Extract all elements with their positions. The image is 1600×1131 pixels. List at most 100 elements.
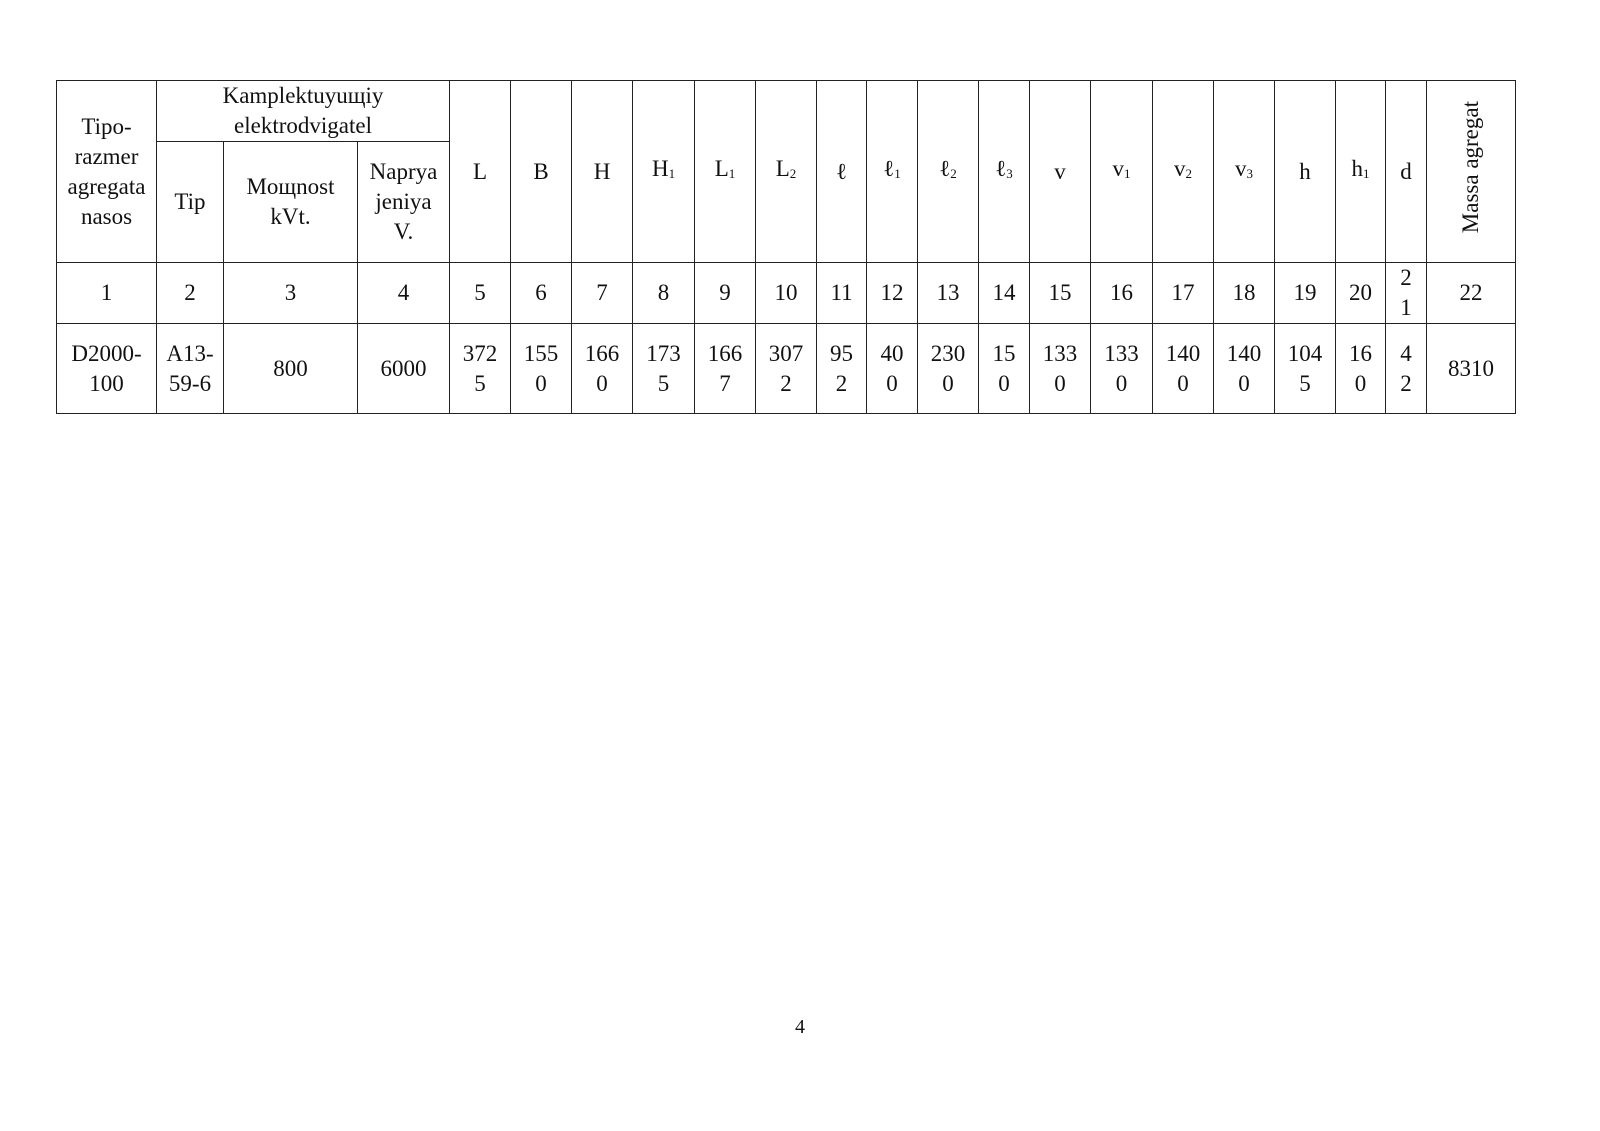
dim-subscript: 2 (950, 166, 957, 181)
dim-symbol: v (1054, 158, 1066, 184)
column-number: 6 (510, 262, 573, 324)
column-number: 17 (1152, 262, 1215, 324)
dim-symbol: L (714, 156, 729, 181)
header-dim-16: d (1385, 80, 1428, 263)
header-dim-7: ℓ1 (866, 80, 919, 263)
header-motor-power: Mощnost kVt. (223, 141, 358, 263)
table-cell: 150 (978, 323, 1031, 414)
header-motor-voltage: Naprya jeniya V. (356, 141, 451, 263)
header-motor-type: Tip (156, 141, 224, 263)
column-number: 12 (866, 262, 919, 324)
dim-symbol: ℓ (836, 158, 848, 184)
dim-symbol: d (1400, 158, 1412, 184)
column-number: 22 (1426, 262, 1517, 324)
table-cell: 42 (1385, 323, 1428, 414)
column-number: 4 (356, 262, 451, 324)
header-motor-group: Kamplektuyuщiy elektrodvigatel (155, 80, 451, 142)
table-cell: 2300 (917, 323, 980, 414)
table-cell: 1400 (1152, 323, 1215, 414)
dim-symbol: L (775, 156, 790, 181)
column-number: 21 (1385, 262, 1428, 324)
header-dim-8: ℓ2 (917, 80, 980, 263)
table-cell: D2000-100 (56, 323, 157, 414)
table-cell: 800 (223, 323, 358, 414)
table-cell: 3725 (449, 323, 512, 414)
table-cell: 6000 (356, 323, 451, 414)
table-cell: 1045 (1274, 323, 1337, 414)
table-cell: 952 (816, 323, 868, 414)
dim-subscript: 1 (894, 166, 901, 181)
header-dim-14: h (1274, 80, 1337, 263)
table-cell: 1735 (632, 323, 696, 414)
table-cell: A13-59-6 (156, 323, 224, 414)
dim-symbol: v (1174, 156, 1186, 181)
dim-subscript: 3 (1246, 166, 1254, 181)
header-mass-label: Massa agregat (1458, 101, 1484, 234)
table-cell: 1330 (1090, 323, 1154, 414)
header-pump-size: Tipo-razmer agregata nasos (56, 80, 157, 263)
page-number: 4 (795, 1016, 805, 1038)
column-number: 10 (755, 262, 818, 324)
header-dim-1: B (510, 80, 573, 263)
column-number: 11 (816, 262, 868, 324)
column-number: 8 (632, 262, 696, 324)
pump-dimensions-table: Tipo-razmer agregata nasos Kamplektuyuщi… (56, 80, 1517, 414)
table-cell: 400 (866, 323, 919, 414)
column-number: 16 (1090, 262, 1154, 324)
column-number: 5 (449, 262, 512, 324)
header-dim-5: L2 (755, 80, 818, 263)
dim-symbol: B (533, 158, 549, 184)
column-number: 3 (223, 262, 358, 324)
table-row: D2000-100 A13-59-6 800 6000 3725 1550 1660 1735… (56, 323, 1517, 414)
dim-symbol: ℓ (939, 156, 951, 181)
header-dim-3: H1 (632, 80, 696, 263)
dim-subscript: 1 (1363, 166, 1370, 181)
dim-symbol: L (472, 158, 488, 184)
column-number: 20 (1335, 262, 1387, 324)
header-mass: Massa agregat (1426, 80, 1517, 263)
header-row-2: Tip Mощnost kVt. Naprya jeniya V. (57, 141, 1516, 263)
table-cell: 1550 (510, 323, 573, 414)
column-number: 9 (694, 262, 757, 324)
header-dim-4: L1 (694, 80, 757, 263)
header-row-1: Tipo-razmer agregata nasos Kamplektuyuщi… (56, 80, 1517, 263)
header-dim-10: v (1029, 80, 1092, 263)
table-cell: 1400 (1213, 323, 1276, 414)
header-dim-0: L (449, 80, 512, 263)
dim-subscript: 2 (1185, 166, 1193, 181)
header-dim-2: H (571, 80, 634, 263)
dim-symbol: v (1112, 156, 1125, 181)
table-cell: 1660 (571, 323, 634, 414)
table-cell: 1667 (694, 323, 757, 414)
dim-subscript: 2 (789, 166, 797, 181)
dim-symbol: H (651, 156, 669, 181)
dim-symbol: v (1235, 156, 1247, 181)
column-number: 2 (156, 262, 224, 324)
header-dim-11: v1 (1090, 80, 1154, 263)
table-cell: 160 (1335, 323, 1387, 414)
column-number: 19 (1274, 262, 1337, 324)
dim-symbol: ℓ (995, 156, 1007, 181)
column-number: 7 (571, 262, 634, 324)
header-dim-9: ℓ3 (978, 80, 1031, 263)
table-cell: 8310 (1426, 323, 1517, 414)
dim-subscript: 1 (728, 166, 736, 181)
header-dim-6: ℓ (816, 80, 868, 263)
column-number: 1 (56, 262, 157, 324)
header-dim-15: h1 (1335, 80, 1387, 263)
dim-subscript: 3 (1006, 166, 1013, 181)
header-dim-13: v3 (1213, 80, 1276, 263)
column-number-row: 1 2 3 4 5 6 7 8 9 10 11 12 13 14 15 16 17 18 19 20 21 22 (56, 262, 1517, 324)
dim-subscript: 1 (668, 166, 676, 181)
table-cell: 3072 (755, 323, 818, 414)
header-dim-12: v2 (1152, 80, 1215, 263)
column-number: 18 (1213, 262, 1276, 324)
column-number: 14 (978, 262, 1031, 324)
dim-subscript: 1 (1124, 166, 1131, 181)
dim-symbol: h (1351, 156, 1364, 181)
table-cell: 1330 (1029, 323, 1092, 414)
dim-symbol: h (1299, 158, 1311, 184)
dim-symbol: H (593, 158, 611, 184)
column-number: 13 (917, 262, 980, 324)
column-number: 15 (1029, 262, 1092, 324)
